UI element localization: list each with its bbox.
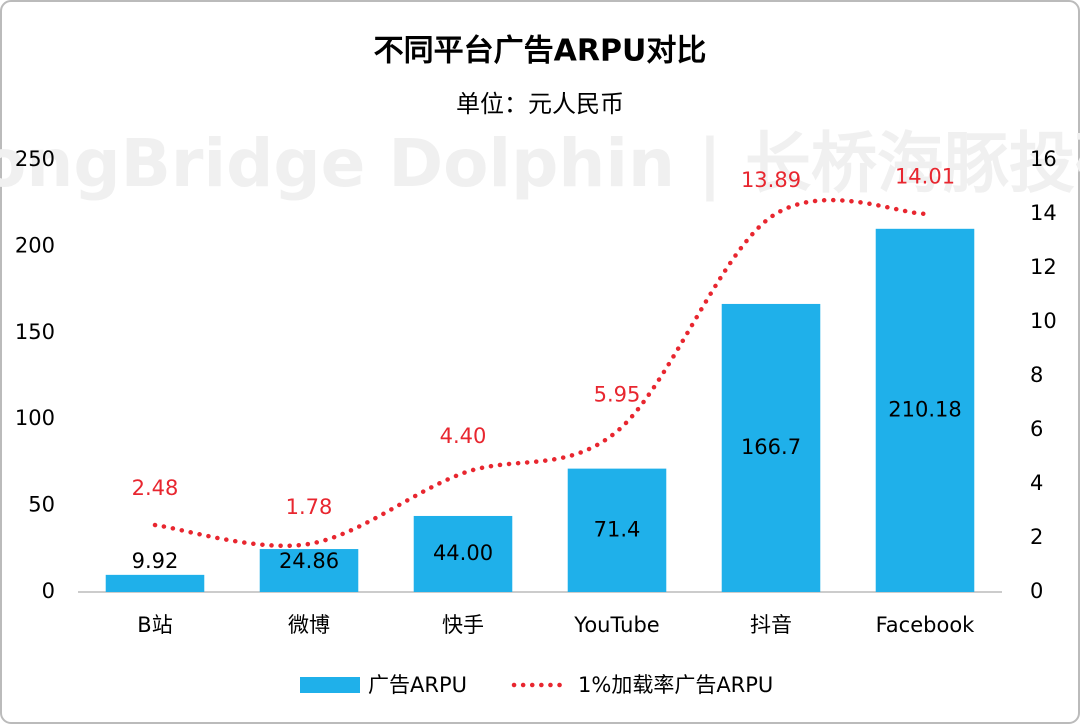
y2-tick-label: 12 [1030,255,1057,279]
chart-title: 不同平台广告ARPU对比 [374,34,707,69]
y2-tick-label: 16 [1030,147,1057,171]
y2-tick-label: 8 [1030,363,1043,387]
bar-value-label: 24.86 [279,549,339,573]
line-value-label: 2.48 [132,476,179,500]
line-value-label: 1.78 [286,495,333,519]
y-tick-label: 50 [28,493,55,517]
x-tick-label: Facebook [876,613,976,637]
bar-value-label: 166.7 [741,435,801,459]
x-tick-label: 抖音 [750,613,792,637]
y-tick-label: 150 [15,320,55,344]
bar [259,549,359,592]
x-tick-label: YouTube [573,613,659,637]
bar-value-label: 210.18 [888,397,961,421]
y2-tick-label: 10 [1030,309,1057,333]
watermark: LongBridge Dolphin | 长桥海豚投研 [0,125,1080,203]
y2-tick-label: 4 [1030,471,1043,495]
line-value-label: 4.40 [440,424,487,448]
chart-subtitle: 单位：元人民币 [456,90,624,118]
legend-label: 1%加载率广告ARPU [578,673,773,697]
y2-tick-label: 2 [1030,525,1043,549]
y-tick-label: 200 [15,233,55,257]
line-value-label: 14.01 [895,165,955,189]
x-tick-label: 快手 [442,613,484,637]
x-tick-label: B站 [137,613,172,637]
bar [875,228,975,592]
line-value-label: 5.95 [594,382,641,406]
y-tick-label: 0 [42,579,55,603]
bar-value-label: 44.00 [433,541,493,565]
bar [105,574,205,592]
bar-value-label: 71.4 [594,517,641,541]
line-value-label: 13.89 [741,168,801,192]
y2-tick-label: 6 [1030,417,1043,441]
legend-swatch [300,677,360,693]
x-tick-label: 微博 [288,613,330,637]
legend-label: 广告ARPU [368,673,467,697]
y2-tick-label: 14 [1030,201,1057,225]
line [152,197,928,549]
y2-tick-label: 0 [1030,579,1043,603]
bar [721,303,821,592]
y-tick-label: 250 [15,147,55,171]
bar [413,515,513,592]
y-tick-label: 100 [15,406,55,430]
bar-value-label: 9.92 [132,549,179,573]
bar [567,468,667,592]
